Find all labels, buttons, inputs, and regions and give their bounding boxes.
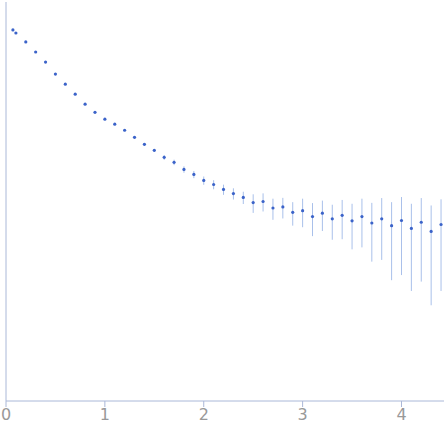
svg-text:2: 2 [199, 405, 209, 424]
svg-text:0: 0 [8, 405, 11, 424]
svg-text:3: 3 [298, 405, 308, 424]
svg-text:4: 4 [396, 405, 406, 424]
svg-text:1: 1 [100, 405, 110, 424]
